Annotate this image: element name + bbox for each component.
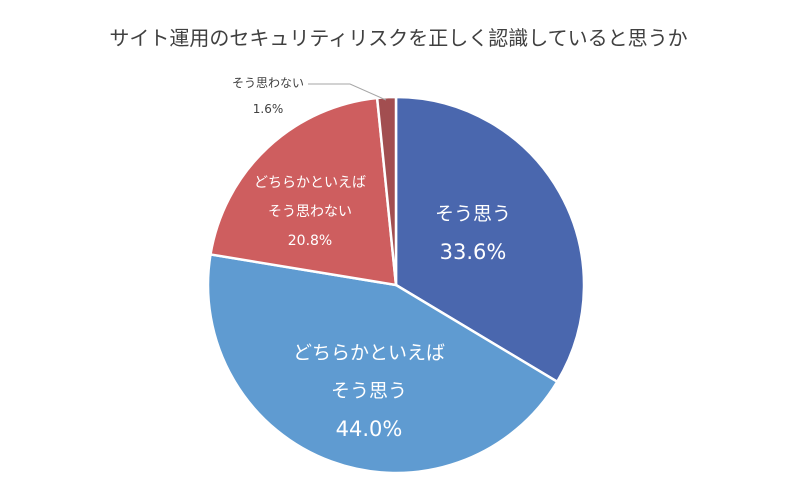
slice-label-disagree-value: 1.6% xyxy=(252,102,284,116)
slice-agree xyxy=(394,95,586,383)
chart-title: サイト運用のセキュリティリスクを正しく認識していると思うか xyxy=(109,26,688,50)
slice-label-somewhat-agree-text-2: そう思う xyxy=(330,380,408,402)
slice-disagree xyxy=(375,95,398,287)
slice-somewhat-agree xyxy=(206,253,559,475)
slice-label-somewhat-disagree-text-2: そう思わない xyxy=(268,204,352,220)
slice-label-agree-value: 33.6% xyxy=(439,240,507,264)
slice-label-somewhat-disagree: どちらかといえば そう思わない 20.8% xyxy=(254,169,366,256)
slice-label-somewhat-agree: どちらかといえば そう思う 44.0% xyxy=(293,334,445,448)
slice-label-somewhat-disagree-text-1: どちらかといえば xyxy=(254,175,366,191)
slice-label-agree-text: そう思う xyxy=(434,203,512,225)
leader-line xyxy=(308,83,387,101)
slice-label-somewhat-agree-text-1: どちらかといえば xyxy=(292,342,446,364)
slice-label-somewhat-disagree-value: 20.8% xyxy=(287,233,333,249)
slice-label-somewhat-agree-value: 44.0% xyxy=(335,417,403,441)
slice-somewhat-disagree xyxy=(209,96,398,287)
slice-label-disagree-text: そう思わない xyxy=(231,76,305,90)
slice-label-disagree: そう思わない 1.6% xyxy=(232,70,304,122)
slice-label-agree: そう思う 33.6% xyxy=(435,195,511,271)
